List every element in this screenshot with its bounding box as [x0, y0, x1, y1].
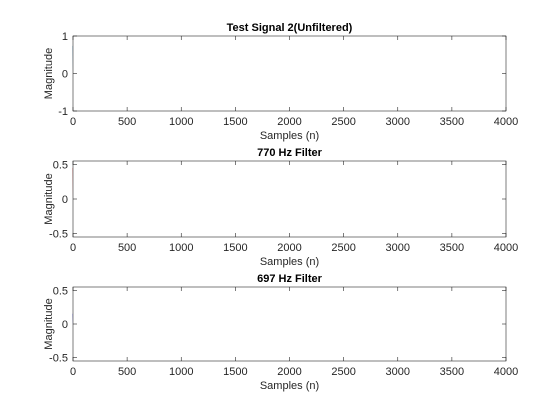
x-tick-label: 1000 — [169, 366, 193, 378]
x-tick-label: 1000 — [169, 116, 193, 128]
x-tick-label: 3000 — [386, 116, 410, 128]
y-tick-label: 0 — [62, 319, 68, 331]
x-tick-label: 1500 — [223, 366, 247, 378]
y-tick-label: 0 — [62, 194, 68, 206]
y-tick-label: 0 — [62, 69, 68, 81]
plot-title: 770 Hz Filter — [257, 147, 323, 159]
x-tick-label: 2500 — [331, 116, 355, 128]
x-tick-label: 1000 — [169, 242, 193, 254]
x-tick-label: 500 — [118, 366, 136, 378]
plot-title: Test Signal 2(Unfiltered) — [227, 22, 353, 34]
x-tick-label: 3000 — [386, 366, 410, 378]
x-tick-label: 4000 — [494, 116, 518, 128]
x-tick-label: 2500 — [331, 242, 355, 254]
x-tick-label: 2000 — [277, 366, 301, 378]
x-tick-label: 500 — [118, 116, 136, 128]
y-axis-label: Magnitude — [43, 298, 55, 349]
x-axis-label: Samples (n) — [260, 256, 319, 268]
x-tick-label: 2500 — [331, 366, 355, 378]
plot-title: 697 Hz Filter — [257, 273, 323, 285]
x-tick-label: 0 — [70, 116, 76, 128]
x-tick-label: 3500 — [440, 116, 464, 128]
y-tick-label: -0.5 — [49, 229, 68, 241]
x-tick-label: 4000 — [494, 242, 518, 254]
x-tick-label: 2000 — [277, 242, 301, 254]
y-axis-label: Magnitude — [43, 48, 55, 99]
x-tick-label: 1500 — [223, 242, 247, 254]
axes-frame — [72, 35, 507, 112]
x-tick-label: 3000 — [386, 242, 410, 254]
subplot-3: 0 500 1000 1500 2000 2500 3000 3500 4000-0.500.5… — [43, 273, 518, 392]
x-axis-label: Samples (n) — [260, 130, 319, 142]
x-tick-label: 0 — [70, 366, 76, 378]
x-tick-label: 2000 — [277, 116, 301, 128]
axes-frame — [72, 286, 507, 362]
x-tick-label: 0 — [70, 242, 76, 254]
x-tick-label: 1500 — [223, 116, 247, 128]
x-tick-label: 3500 — [440, 366, 464, 378]
y-tick-label: 0.5 — [53, 159, 68, 171]
subplot-2: 0 500 1000 1500 2000 2500 3000 3500 4000-0.500.5… — [43, 147, 518, 268]
y-tick-label: -0.5 — [49, 353, 68, 365]
y-tick-label: -1 — [58, 106, 68, 118]
x-axis-label: Samples (n) — [260, 380, 319, 392]
x-tick-label: 4000 — [494, 366, 518, 378]
y-tick-label: 0.5 — [53, 285, 68, 297]
axes-frame — [72, 160, 507, 238]
subplot-1: 0 500 1000 1500 2000 2500 3000 3500 4000-101Test… — [43, 22, 518, 142]
x-tick-label: 500 — [118, 242, 136, 254]
x-tick-label: 3500 — [440, 242, 464, 254]
y-axis-label: Magnitude — [43, 173, 55, 224]
y-tick-label: 1 — [62, 31, 68, 43]
